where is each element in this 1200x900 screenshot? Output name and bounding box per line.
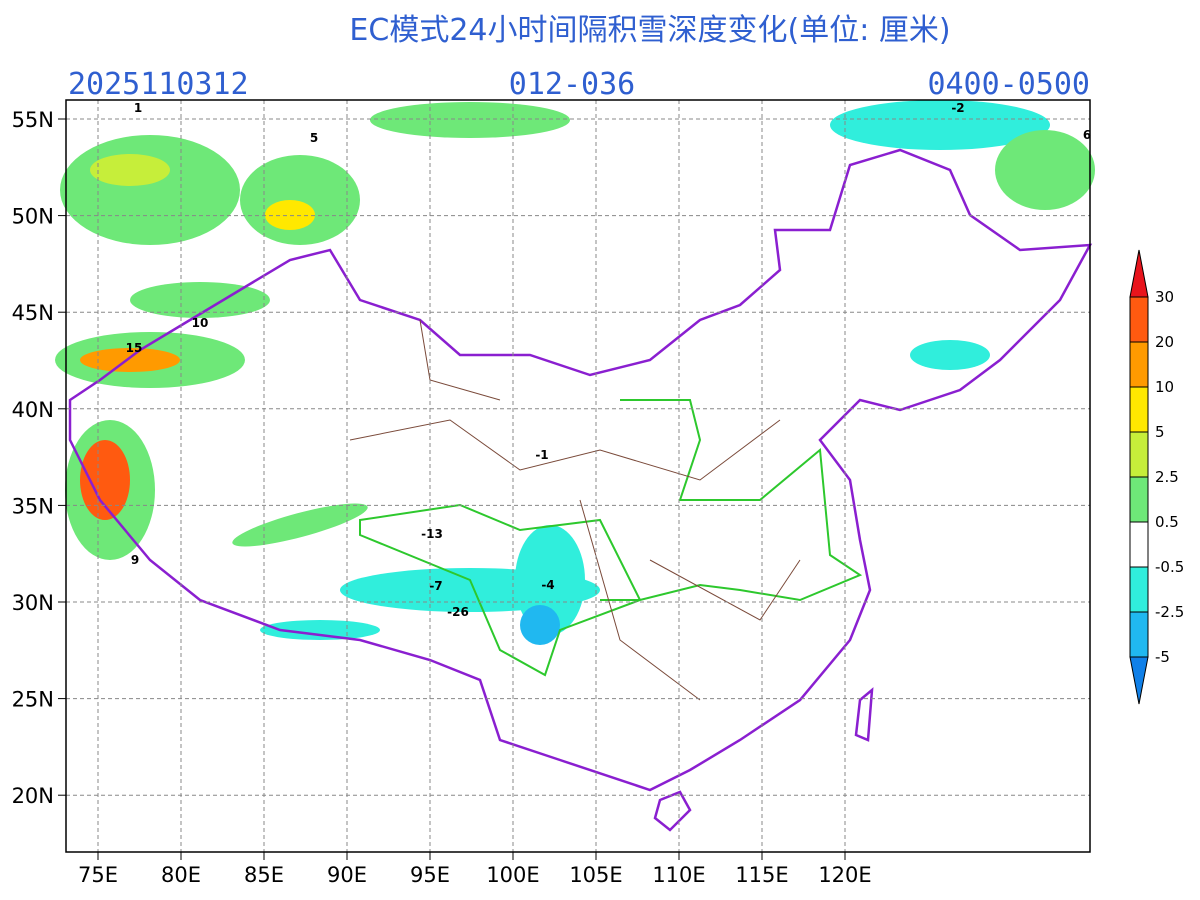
colorbar-segment (1129, 611, 1149, 658)
map-value: 10 (192, 316, 209, 330)
colorbar-label: 2.5 (1155, 468, 1179, 486)
patch (80, 348, 180, 372)
init-time: 2025110312 (68, 67, 249, 102)
patch (995, 130, 1095, 210)
patch (260, 620, 380, 640)
colorbar: 30 20 10 5 2.5 0.5 -0.5 -2.5 -5 (1129, 249, 1184, 705)
lon-label: 120E (818, 863, 871, 887)
lon-label: 115E (735, 863, 788, 887)
map-value: -7 (429, 579, 442, 593)
colorbar-label: 30 (1155, 288, 1174, 306)
lon-label: 85E (244, 863, 284, 887)
valid-time: 0400-0500 (927, 67, 1090, 102)
lon-label: 75E (78, 863, 118, 887)
colorbar-segment (1129, 431, 1149, 478)
colorbar-segment (1129, 566, 1149, 613)
map-value: 5 (310, 131, 318, 145)
colorbar-label: -0.5 (1155, 558, 1184, 576)
map-value: -13 (421, 527, 443, 541)
lat-label: 55N (12, 108, 54, 132)
patch (830, 100, 1050, 150)
map-area: -13 -26 -7 -4 -1 15 10 9 5 6 -2 1 (55, 99, 1095, 860)
patch (60, 135, 240, 245)
map-value: -4 (541, 578, 554, 592)
colorbar-label: 0.5 (1155, 513, 1179, 531)
colorbar-label: -5 (1155, 648, 1170, 666)
title: EC模式24小时间隔积雪深度变化(单位: 厘米) (349, 13, 950, 48)
map-value: -26 (447, 605, 469, 619)
lat-label: 40N (12, 398, 54, 422)
patch (130, 282, 270, 318)
colorbar-segment (1129, 341, 1149, 388)
patch (80, 440, 130, 520)
lon-label: 95E (410, 863, 450, 887)
colorbar-label: 20 (1155, 333, 1174, 351)
patch (240, 155, 360, 245)
colorbar-segment (1129, 296, 1149, 343)
map-value: -2 (951, 101, 964, 115)
patch (910, 340, 990, 370)
map-value: 1 (134, 101, 142, 115)
plot-background (66, 100, 1090, 852)
colorbar-segment (1129, 476, 1149, 523)
lon-label: 110E (652, 863, 705, 887)
colorbar-label: 5 (1155, 423, 1165, 441)
patch (265, 200, 315, 230)
map-values: -13 -26 -7 -4 -1 15 10 9 5 6 -2 1 (126, 101, 1092, 619)
patch (520, 605, 560, 645)
map-value: -1 (535, 448, 548, 462)
lat-label: 50N (12, 205, 54, 229)
lat-label: 30N (12, 591, 54, 615)
colorbar-triangle (1129, 656, 1149, 705)
map-value: 6 (1083, 128, 1091, 142)
map-value: 9 (131, 553, 139, 567)
lat-label: 35N (12, 494, 54, 518)
basin-border (359, 399, 863, 677)
grid (58, 100, 1090, 860)
patch (370, 102, 570, 138)
colorbar-segment (1129, 521, 1149, 568)
lon-label: 100E (486, 863, 539, 887)
patch (90, 154, 170, 186)
taiwan (854, 687, 874, 742)
colorbar-label: -2.5 (1155, 603, 1184, 621)
forecast-hours: 012-036 (509, 67, 635, 102)
plot-frame (65, 99, 1091, 853)
lon-label: 90E (327, 863, 367, 887)
colorbar-label: 10 (1155, 378, 1174, 396)
lat-label: 20N (12, 784, 54, 808)
lon-label: 80E (161, 863, 201, 887)
lat-label: 25N (12, 688, 54, 712)
hainan (653, 790, 692, 832)
lon-label: 105E (569, 863, 622, 887)
snow-patches (55, 100, 1095, 645)
lat-label: 45N (12, 301, 54, 325)
colorbar-segment (1129, 386, 1149, 433)
colorbar-triangle (1129, 249, 1149, 298)
map-value: 15 (126, 341, 143, 355)
patch (232, 503, 368, 547)
